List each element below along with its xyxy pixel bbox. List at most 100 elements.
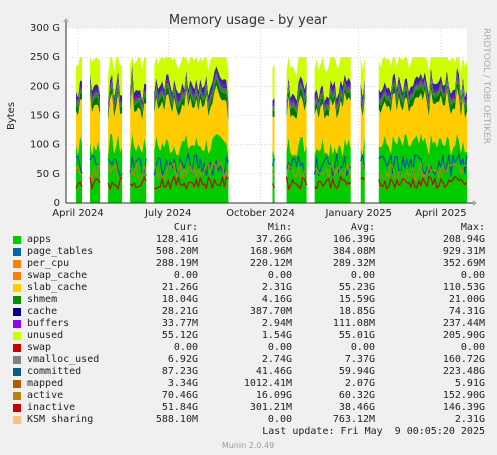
legend-name: apps [27,234,52,245]
legend-row-slab_cache: slab_cache 21.26G 2.31G 55.23G 110.53G [0,282,497,294]
legend-cur: 0.00 [173,270,198,281]
munin-version: Munin 2.0.49 [222,441,274,450]
x-tick-label: July 2024 [144,208,192,219]
header-cur: Cur: [173,222,198,233]
legend-name: cache [27,306,58,317]
legend-row-swap: swap 0.00 0.00 0.00 0.00 [0,342,497,354]
line-active [75,161,468,182]
legend-max: 0.00 [460,270,485,281]
legend-avg: 0.00 [350,270,375,281]
legend-swatch [13,236,21,244]
legend-avg: 55.23G [338,282,375,293]
legend-name: committed [27,366,82,377]
legend-name: unused [27,330,64,341]
legend-name: buffers [27,318,70,329]
legend-row-ksm-sharing: KSM sharing 588.10M 0.00 763.12M 2.31G [0,414,497,426]
legend-min: 2.74G [261,354,292,365]
y-tick-label: 150 G [30,111,60,122]
y-axis-arrow [63,18,69,22]
legend-avg: 38.46G [338,402,375,413]
legend-max: 21.00G [448,294,485,305]
legend-max: 146.39G [442,402,485,413]
legend-cur: 51.84G [161,402,198,413]
legend-cur: 588.10M [155,414,198,425]
x-axis: April 2024 July 2024 October 2024 January 2… [52,208,466,219]
x-tick-label: October 2024 [226,208,295,219]
legend-swatch [13,416,21,424]
legend-avg: 59.94G [338,366,375,377]
rrdtool-credit: RRDTOOL / TOBI OETIKER [481,28,491,144]
legend-cur: 18.04G [161,294,198,305]
legend-avg: 2.07G [344,378,375,389]
y-tick-label: 50 G [36,169,60,180]
legend-name: KSM sharing [27,414,94,425]
legend-min: 301.21M [249,402,292,413]
legend-avg: 0.00 [350,342,375,353]
legend-swatch [13,284,21,292]
legend-swatch [13,332,21,340]
y-tick-label: 100 G [30,140,60,151]
legend-name: swap_cache [27,270,88,281]
legend-min: 0.00 [267,342,292,353]
legend-max: 929.31M [442,246,485,257]
legend-max: 160.72G [442,354,485,365]
legend-swatch [13,368,21,376]
legend-min: 41.46G [255,366,292,377]
x-tick-label: April 2024 [52,208,103,219]
legend-name: inactive [27,402,76,413]
y-axis-label: Bytes [6,102,17,130]
legend-row-inactive: inactive 51.84G 301.21M 38.46G 146.39G [0,402,497,414]
legend-min: 4.16G [261,294,292,305]
legend-cur: 55.12G [161,330,198,341]
y-axis: 0 50 G 100 G 150 G 200 G 250 G 300 G [30,23,60,209]
legend-row-cache: cache 28.21G 387.70M 18.85G 74.31G [0,306,497,318]
legend-min: 220.12M [249,258,292,269]
legend-min: 2.31G [261,282,292,293]
legend-cur: 288.19M [155,258,198,269]
y-tick-label: 0 [54,198,60,209]
legend-min: 1.54G [261,330,292,341]
legend-max: 152.90G [442,390,485,401]
y-tick-label: 200 G [30,81,60,92]
legend-min: 2.94M [261,318,292,329]
chart-title: Memory usage - by year [169,13,328,28]
legend-max: 5.91G [454,378,485,389]
x-axis-arrow [473,200,477,206]
legend-max: 110.53G [442,282,485,293]
legend-avg: 111.08M [332,318,375,329]
legend-swatch [13,392,21,400]
legend-min: 16.09G [255,390,292,401]
header-min: Min: [267,222,292,233]
legend-name: active [27,390,64,401]
legend-swatch [13,380,21,388]
legend-cur: 28.21G [161,306,198,317]
legend-min: 1012.41M [243,378,292,389]
legend-max: 208.94G [442,234,485,245]
legend-cur: 70.46G [161,390,198,401]
line-inactive [75,174,468,191]
header-max: Max: [460,222,485,233]
legend-cur: 87.23G [161,366,198,377]
legend-avg: 7.37G [344,354,375,365]
legend-row-buffers: buffers 33.77M 2.94M 111.08M 237.44M [0,318,497,330]
last-update: Last update: Fri May 9 00:05:20 2025 [262,426,485,437]
legend-min: 387.70M [249,306,292,317]
legend-swatch [13,404,21,412]
legend-row-shmem: shmem 18.04G 4.16G 15.59G 21.00G [0,294,497,306]
legend-row-apps: apps 128.41G 37.26G 106.39G 208.94G [0,234,497,246]
legend-swatch [13,344,21,352]
legend-name: slab_cache [27,282,88,293]
legend-cur: 6.92G [167,354,198,365]
legend-avg: 106.39G [332,234,375,245]
legend-avg: 15.59G [338,294,375,305]
legend-min: 0.00 [267,414,292,425]
legend-avg: 55.01G [338,330,375,341]
legend-max: 223.48G [442,366,485,377]
legend-swatch [13,356,21,364]
area-slab_cache [76,85,468,157]
legend-max: 237.44M [442,318,485,329]
legend-cur: 21.26G [161,282,198,293]
legend-name: vmalloc_used [27,354,100,365]
legend-row-per_cpu: per_cpu 288.19M 220.12M 289.32M 352.69M [0,258,497,270]
